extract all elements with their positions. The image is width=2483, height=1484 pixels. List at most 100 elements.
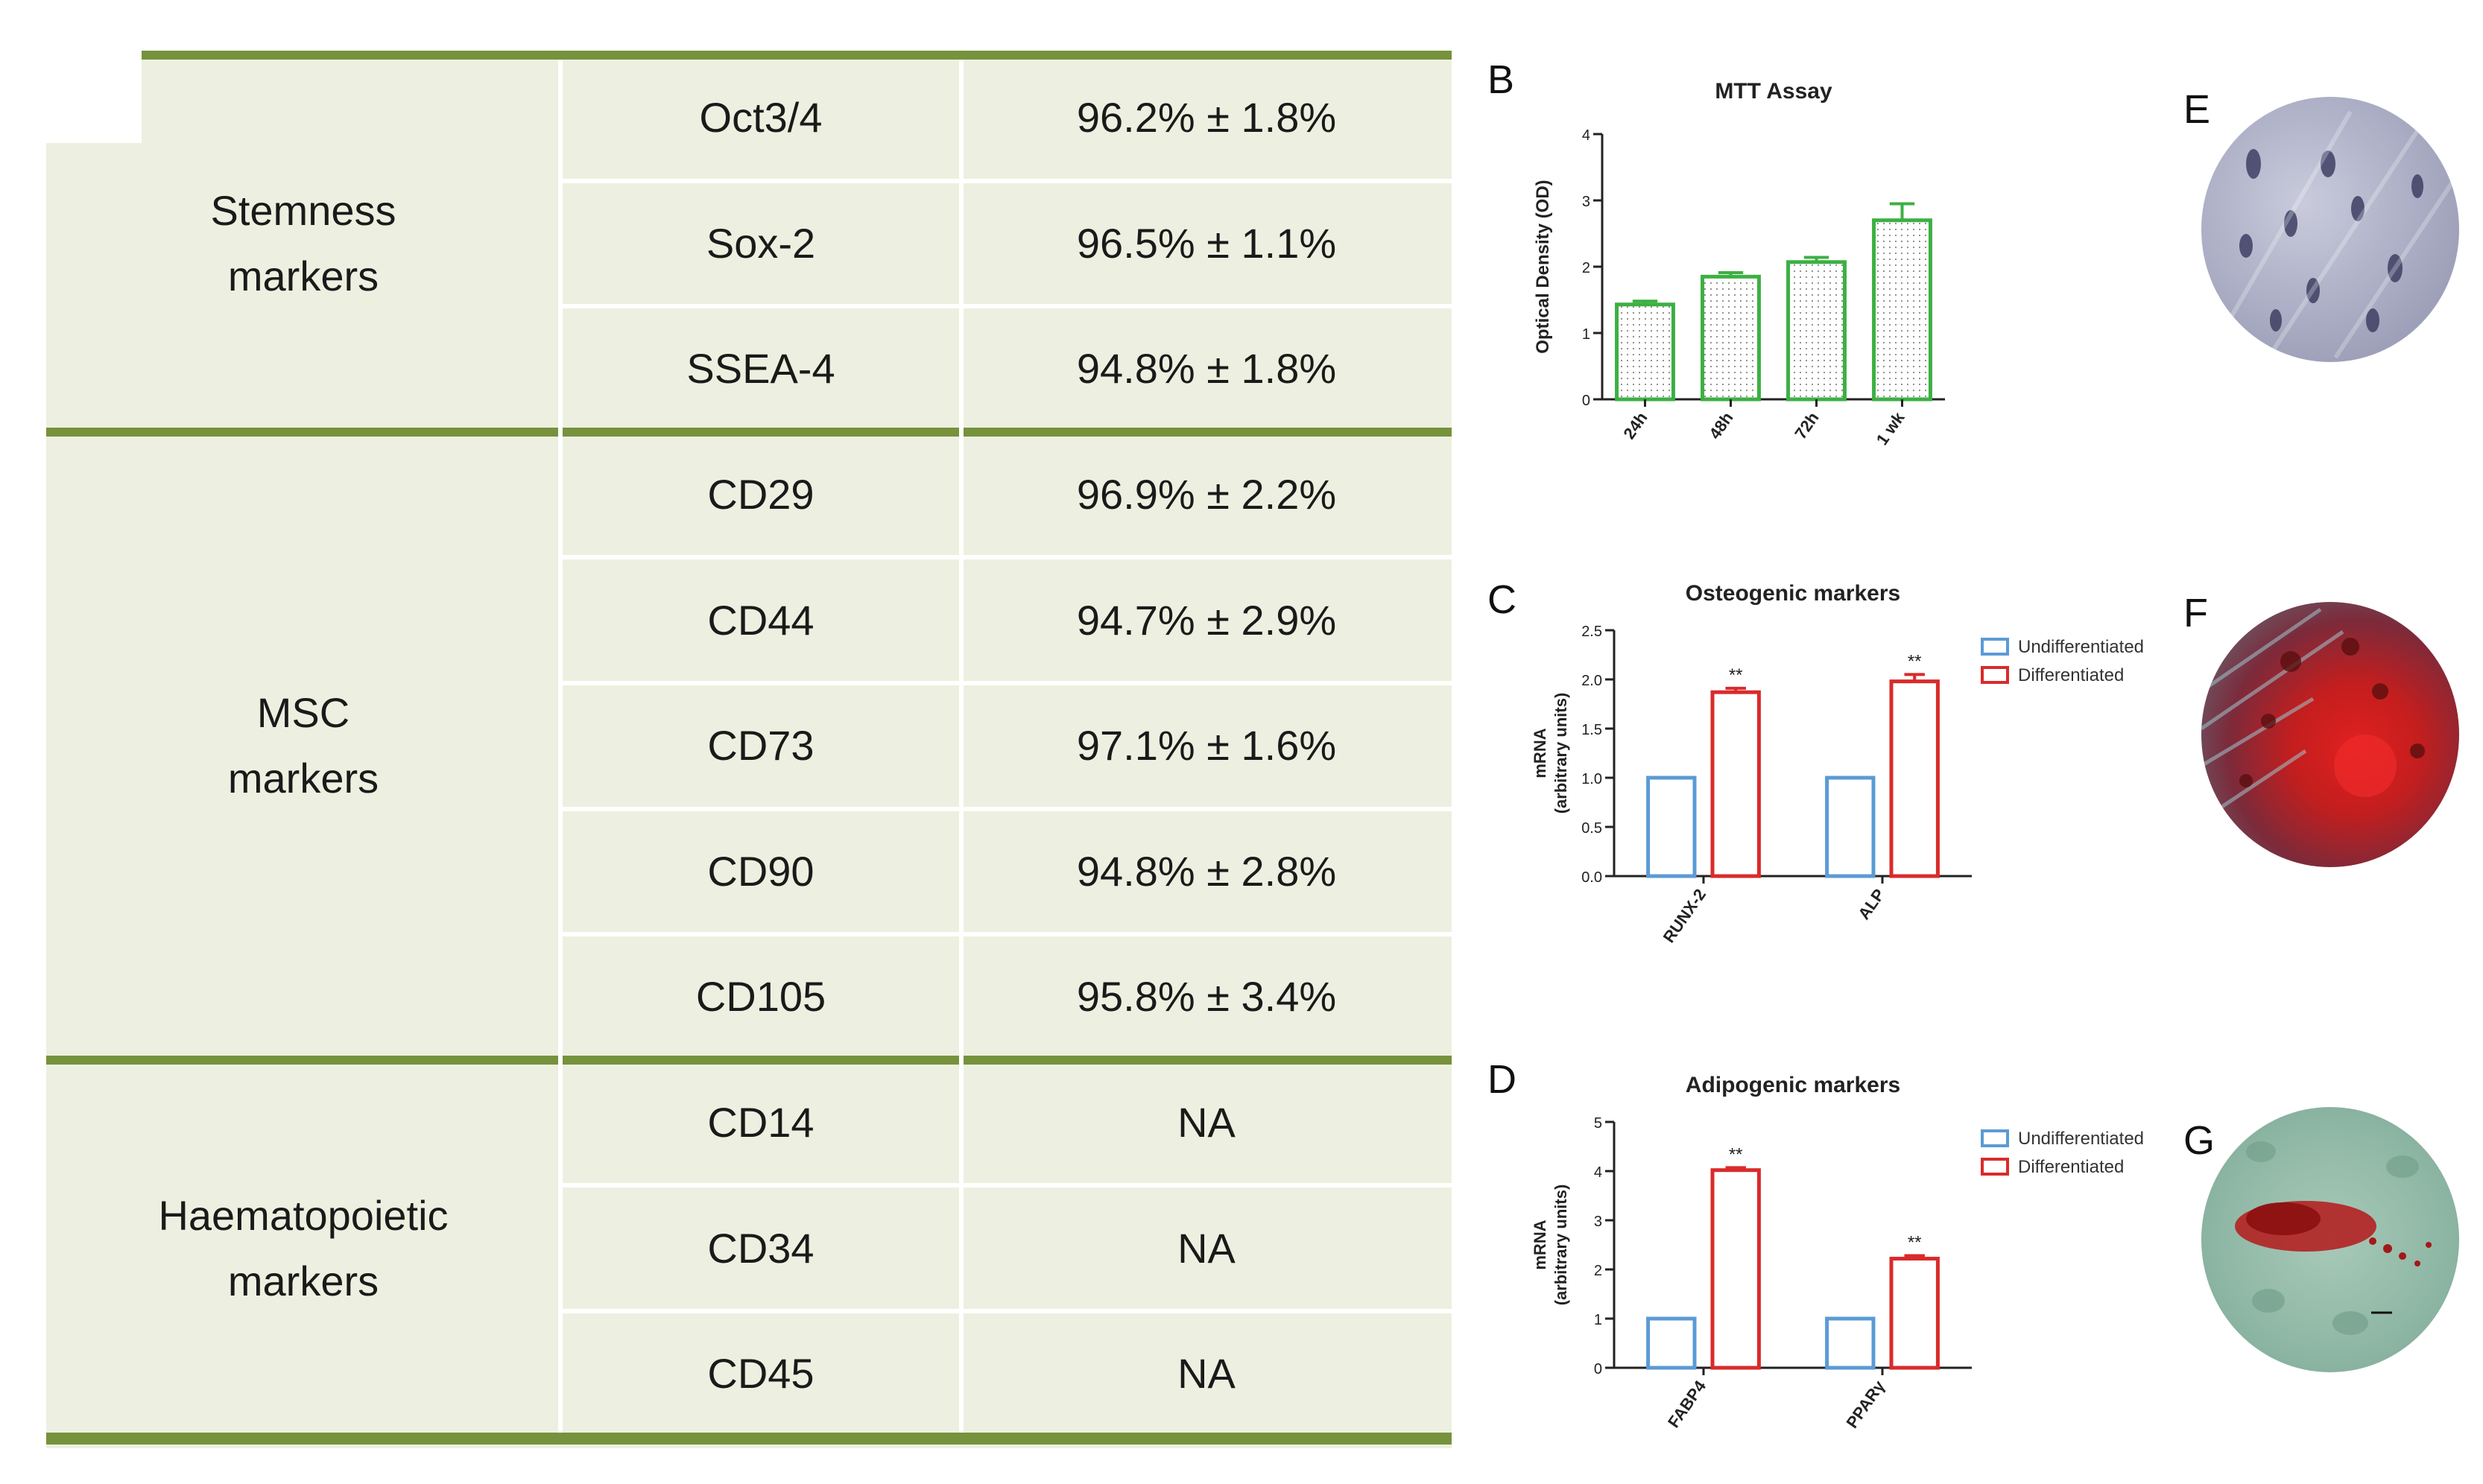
y-axis-label: Optical Density (OD) bbox=[1533, 180, 1553, 353]
value-cell: 96.2% ± 1.8% bbox=[1076, 94, 1337, 142]
chart-mtt-assay-svg: MTT Assay 0 1 2 3 4 Optical Density (OD) 24h 48h… bbox=[1533, 79, 1945, 448]
micrograph-osteogenic-staining bbox=[2201, 602, 2459, 867]
bar bbox=[1889, 1256, 1940, 1370]
value-cell: 95.8% ± 3.4% bbox=[1076, 973, 1337, 1021]
group-label-line1: Haematopoietic bbox=[158, 1191, 449, 1239]
bar bbox=[1786, 260, 1847, 402]
value-cell: 94.8% ± 2.8% bbox=[1076, 847, 1337, 895]
panel-label-d: D bbox=[1487, 1057, 1516, 1102]
group-label-line2: markers bbox=[227, 252, 379, 299]
x-tick-label: 72h bbox=[1791, 409, 1822, 443]
group-label-line2: markers bbox=[227, 755, 379, 802]
y-tick-label: 1 bbox=[1582, 326, 1590, 343]
row-divider bbox=[560, 932, 1452, 937]
x-tick-label: 48h bbox=[1705, 409, 1736, 443]
chart-title: Osteogenic markers bbox=[1686, 581, 1900, 606]
micrograph-adipogenic-staining bbox=[2201, 1107, 2459, 1372]
bar bbox=[1872, 218, 1932, 402]
group-rule bbox=[46, 427, 1452, 437]
value-cell: NA bbox=[1177, 1224, 1236, 1272]
legend-label: Undifferentiated bbox=[2018, 1129, 2144, 1149]
group-label-line1: MSC bbox=[256, 689, 350, 737]
y-tick-label: 3 bbox=[1582, 194, 1590, 210]
marker-cell: CD34 bbox=[707, 1224, 815, 1272]
significance-label: ** bbox=[1908, 651, 1922, 671]
marker-cell: CD90 bbox=[707, 847, 815, 895]
significance-label: ** bbox=[1729, 665, 1743, 685]
value-cell: 94.8% ± 1.8% bbox=[1076, 345, 1337, 393]
row-divider bbox=[560, 1183, 1452, 1188]
bar bbox=[1889, 679, 1940, 878]
y-tick-label: 1.0 bbox=[1581, 771, 1602, 787]
x-tick-label: 24h bbox=[1619, 409, 1651, 443]
bar bbox=[1646, 1316, 1697, 1370]
bar bbox=[1710, 690, 1761, 878]
table-bottom-rule bbox=[46, 1432, 1452, 1445]
group-label: Haematopoietic markers bbox=[46, 1060, 560, 1437]
marker-cell: CD29 bbox=[707, 471, 815, 519]
chart-mtt-assay: MTT Assay 0 1 2 3 4 Optical Density (OD) 24h 48h… bbox=[1505, 60, 1997, 477]
legend-label: Undifferentiated bbox=[2018, 637, 2144, 657]
y-tick-label: 0.5 bbox=[1581, 820, 1602, 837]
marker-cell: CD105 bbox=[695, 973, 826, 1021]
panel-label-e: E bbox=[2183, 87, 2211, 132]
legend-swatch bbox=[1981, 1129, 2009, 1147]
bar bbox=[1646, 776, 1697, 878]
chart-title: Adipogenic markers bbox=[1686, 1073, 1900, 1097]
legend-swatch bbox=[1981, 666, 2009, 684]
value-cell: 97.1% ± 1.6% bbox=[1076, 722, 1337, 770]
significance-label: ** bbox=[1729, 1144, 1743, 1164]
value-cell: 94.7% ± 2.9% bbox=[1076, 596, 1337, 644]
row-divider bbox=[560, 681, 1452, 685]
bar bbox=[1825, 776, 1876, 878]
marker-cell: CD44 bbox=[707, 596, 815, 644]
bar bbox=[1615, 302, 1675, 402]
y-tick-label: 2 bbox=[1582, 260, 1590, 276]
chart-osteogenic-markers: Osteogenic markers 0.0 0.5 1.0 1.5 2.0 2.5 mRNA… bbox=[1505, 566, 2176, 968]
value-cell: 96.9% ± 2.2% bbox=[1076, 471, 1337, 519]
group-label-line2: markers bbox=[227, 1257, 379, 1304]
group-rule bbox=[46, 1055, 1452, 1065]
y-tick-label: 2.5 bbox=[1581, 624, 1602, 640]
legend-label: Differentiated bbox=[2018, 1157, 2124, 1177]
value-cell: NA bbox=[1177, 1099, 1236, 1147]
row-divider bbox=[560, 555, 1452, 560]
y-axis-label-line2: (arbitrary units) bbox=[1552, 1185, 1570, 1306]
column-divider bbox=[959, 55, 964, 1437]
x-tick-label: 1 wk bbox=[1873, 408, 1908, 448]
bar bbox=[1710, 1168, 1761, 1370]
y-tick-label: 0.0 bbox=[1581, 869, 1602, 886]
panel-label-c: C bbox=[1487, 577, 1516, 622]
table-corner-notch bbox=[46, 55, 142, 143]
row-divider bbox=[560, 1309, 1452, 1313]
y-tick-label: 3 bbox=[1594, 1214, 1602, 1230]
group-label: Stemness markers bbox=[46, 55, 560, 432]
column-divider bbox=[558, 55, 563, 1437]
legend-swatch bbox=[1981, 638, 2009, 656]
marker-cell: SSEA-4 bbox=[686, 345, 835, 393]
significance-label: ** bbox=[1908, 1233, 1922, 1253]
group-label-line1: Stemness bbox=[210, 186, 396, 234]
micrograph-e-svg bbox=[2214, 110, 2457, 359]
bar bbox=[1701, 274, 1761, 402]
chart-title: MTT Assay bbox=[1715, 79, 1832, 104]
x-tick-label: RUNX-2 bbox=[1660, 886, 1709, 946]
micrograph-g-svg bbox=[2235, 1141, 2432, 1335]
x-tick-label: PPARγ bbox=[1842, 1377, 1888, 1432]
marker-cell: CD45 bbox=[707, 1350, 815, 1398]
marker-cell: Oct3/4 bbox=[699, 94, 823, 142]
row-divider bbox=[560, 304, 1452, 309]
y-tick-label: 1.5 bbox=[1581, 722, 1602, 738]
marker-cell: Sox-2 bbox=[706, 219, 816, 267]
y-tick-label: 4 bbox=[1594, 1164, 1602, 1181]
panel-label-b: B bbox=[1487, 57, 1515, 102]
group-label: MSC markers bbox=[46, 432, 560, 1060]
table-background bbox=[46, 55, 1452, 1448]
table-top-rule bbox=[142, 51, 1452, 60]
legend-swatch bbox=[1981, 1158, 2009, 1176]
panel-label-g: G bbox=[2183, 1118, 2215, 1163]
chart-osteogenic-svg: Osteogenic markers 0.0 0.5 1.0 1.5 2.0 2.5 mRNA… bbox=[1531, 581, 2144, 946]
value-cell: 96.5% ± 1.1% bbox=[1076, 219, 1337, 267]
y-tick-label: 2 bbox=[1594, 1263, 1602, 1279]
micrograph-undifferentiated-cells bbox=[2201, 97, 2459, 362]
